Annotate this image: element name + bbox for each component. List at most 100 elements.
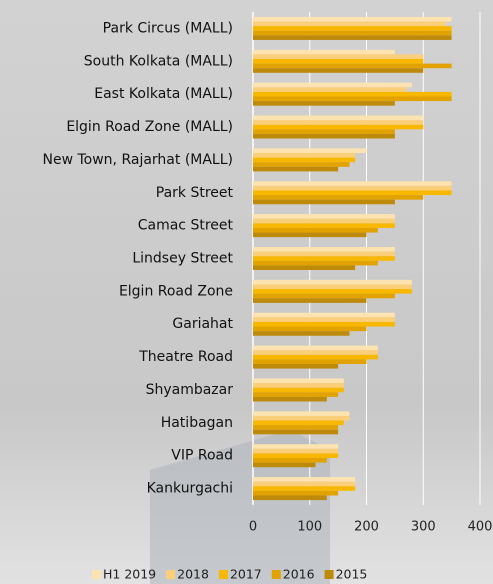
bar — [253, 181, 452, 186]
bar — [253, 397, 327, 402]
bar — [253, 125, 423, 130]
bar — [253, 383, 344, 388]
bar — [253, 153, 355, 158]
bar — [253, 284, 412, 289]
bar — [253, 359, 367, 364]
bar — [253, 83, 412, 88]
bar — [253, 223, 395, 228]
bar — [253, 313, 395, 318]
bar — [253, 463, 315, 468]
bar — [253, 449, 338, 454]
legend-swatch — [219, 570, 228, 579]
y-tick-label: Elgin Road Zone — [119, 283, 233, 299]
x-tick-label: 100 — [297, 520, 322, 535]
bar — [253, 35, 452, 40]
bar — [253, 228, 378, 233]
bar — [253, 298, 367, 303]
bar — [253, 87, 406, 92]
legend-label: 2015 — [336, 567, 368, 582]
bar — [253, 64, 452, 69]
y-tick-label: Lindsey Street — [132, 251, 233, 267]
x-tick-label: 200 — [354, 520, 379, 535]
legend-label: 2017 — [230, 567, 262, 582]
x-tick-label: 300 — [411, 520, 436, 535]
legend-label: 2018 — [177, 567, 209, 582]
bar — [253, 116, 423, 121]
bar — [253, 355, 378, 360]
y-tick-label: Shyambazar — [146, 382, 234, 398]
y-tick-label: New Town, Rajarhat (MALL) — [43, 152, 234, 168]
bar — [253, 148, 367, 153]
bar — [253, 162, 349, 167]
bar — [253, 92, 452, 97]
bar — [253, 22, 446, 27]
bar — [253, 388, 344, 393]
bar — [253, 486, 355, 491]
bar — [253, 392, 338, 397]
bar — [253, 453, 338, 458]
bar — [253, 495, 327, 500]
bar — [253, 327, 367, 332]
bar — [253, 101, 395, 106]
y-tick-label: South Kolkata (MALL) — [84, 53, 233, 69]
y-tick-label: Park Circus (MALL) — [103, 20, 233, 36]
bar — [253, 289, 412, 294]
legend-swatch — [272, 570, 281, 579]
legend-swatch — [325, 570, 334, 579]
bar — [253, 59, 423, 64]
bar — [253, 265, 355, 270]
bar — [253, 416, 349, 421]
bar — [253, 129, 395, 134]
bar — [253, 430, 338, 435]
bar — [253, 317, 395, 322]
bar — [253, 364, 338, 369]
bar — [253, 331, 349, 336]
legend-swatch — [92, 570, 101, 579]
x-tick-label: 400 — [468, 520, 493, 535]
bar — [253, 134, 395, 139]
y-tick-label: Park Street — [156, 185, 234, 201]
bar — [253, 167, 338, 172]
bar — [253, 280, 412, 285]
bar — [253, 252, 395, 257]
bar — [253, 378, 344, 383]
bar — [253, 233, 367, 238]
y-tick-label: Theatre Road — [138, 349, 233, 365]
bar — [253, 482, 355, 487]
bar — [253, 491, 338, 496]
y-tick-label: Gariahat — [172, 316, 233, 332]
y-tick-label: Kankurgachi — [147, 481, 233, 497]
bar — [253, 195, 423, 200]
bar — [253, 350, 378, 355]
bar — [253, 68, 423, 73]
y-tick-label: Hatibagan — [161, 415, 233, 431]
bar — [253, 294, 395, 299]
legend-label: 2016 — [283, 567, 315, 582]
bar — [253, 31, 452, 36]
bar — [253, 322, 395, 327]
bar — [253, 458, 327, 463]
y-tick-label: Camac Street — [138, 218, 234, 234]
bar — [253, 120, 423, 125]
bar — [253, 50, 395, 55]
bar — [253, 219, 395, 224]
bar — [253, 26, 452, 31]
bar — [253, 346, 378, 351]
bar — [253, 214, 395, 219]
bar — [253, 200, 395, 205]
bar — [253, 261, 378, 266]
bar — [253, 17, 452, 22]
bar — [253, 444, 338, 449]
y-tick-label: VIP Road — [171, 448, 233, 464]
chart: 0 100 200 300 400 Park Circus (MALL) South Kol… — [0, 0, 493, 584]
bar — [253, 96, 452, 101]
x-tick-label: 0 — [249, 520, 257, 535]
bar — [253, 425, 338, 430]
bar — [253, 54, 423, 59]
bar — [253, 411, 349, 416]
bar — [253, 477, 355, 482]
bar — [253, 256, 395, 261]
bar — [253, 421, 344, 426]
legend-swatch — [166, 570, 175, 579]
bar — [253, 247, 395, 252]
